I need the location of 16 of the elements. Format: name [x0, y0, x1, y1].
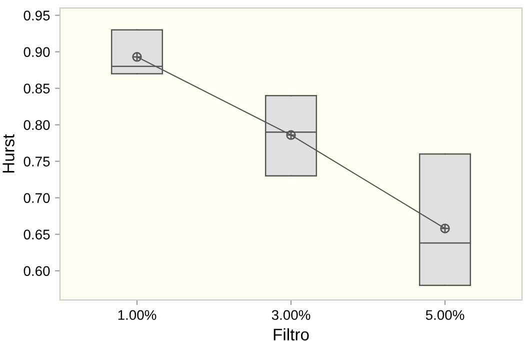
y-tick-label: 0.90 — [24, 47, 50, 57]
point — [132, 52, 142, 62]
x-tick-label: 3.00% — [272, 310, 310, 320]
y-tick-label: 0.70 — [24, 193, 50, 203]
y-tick-label: 0.80 — [24, 120, 50, 130]
y-tick-label: 0.85 — [24, 84, 50, 94]
y-tick-label: 0.60 — [24, 266, 50, 276]
x-tick-label: 1.00% — [118, 310, 156, 320]
y-tick-label: 0.65 — [24, 230, 50, 240]
x-axis-title: Filtro — [274, 328, 309, 340]
point — [440, 224, 450, 234]
x-tick-label: 5.00% — [426, 310, 464, 320]
y-tick-label: 0.75 — [24, 156, 50, 166]
y-axis-title: Hurst — [2, 134, 14, 173]
y-tick-label: 0.95 — [24, 10, 50, 20]
point — [286, 130, 296, 140]
